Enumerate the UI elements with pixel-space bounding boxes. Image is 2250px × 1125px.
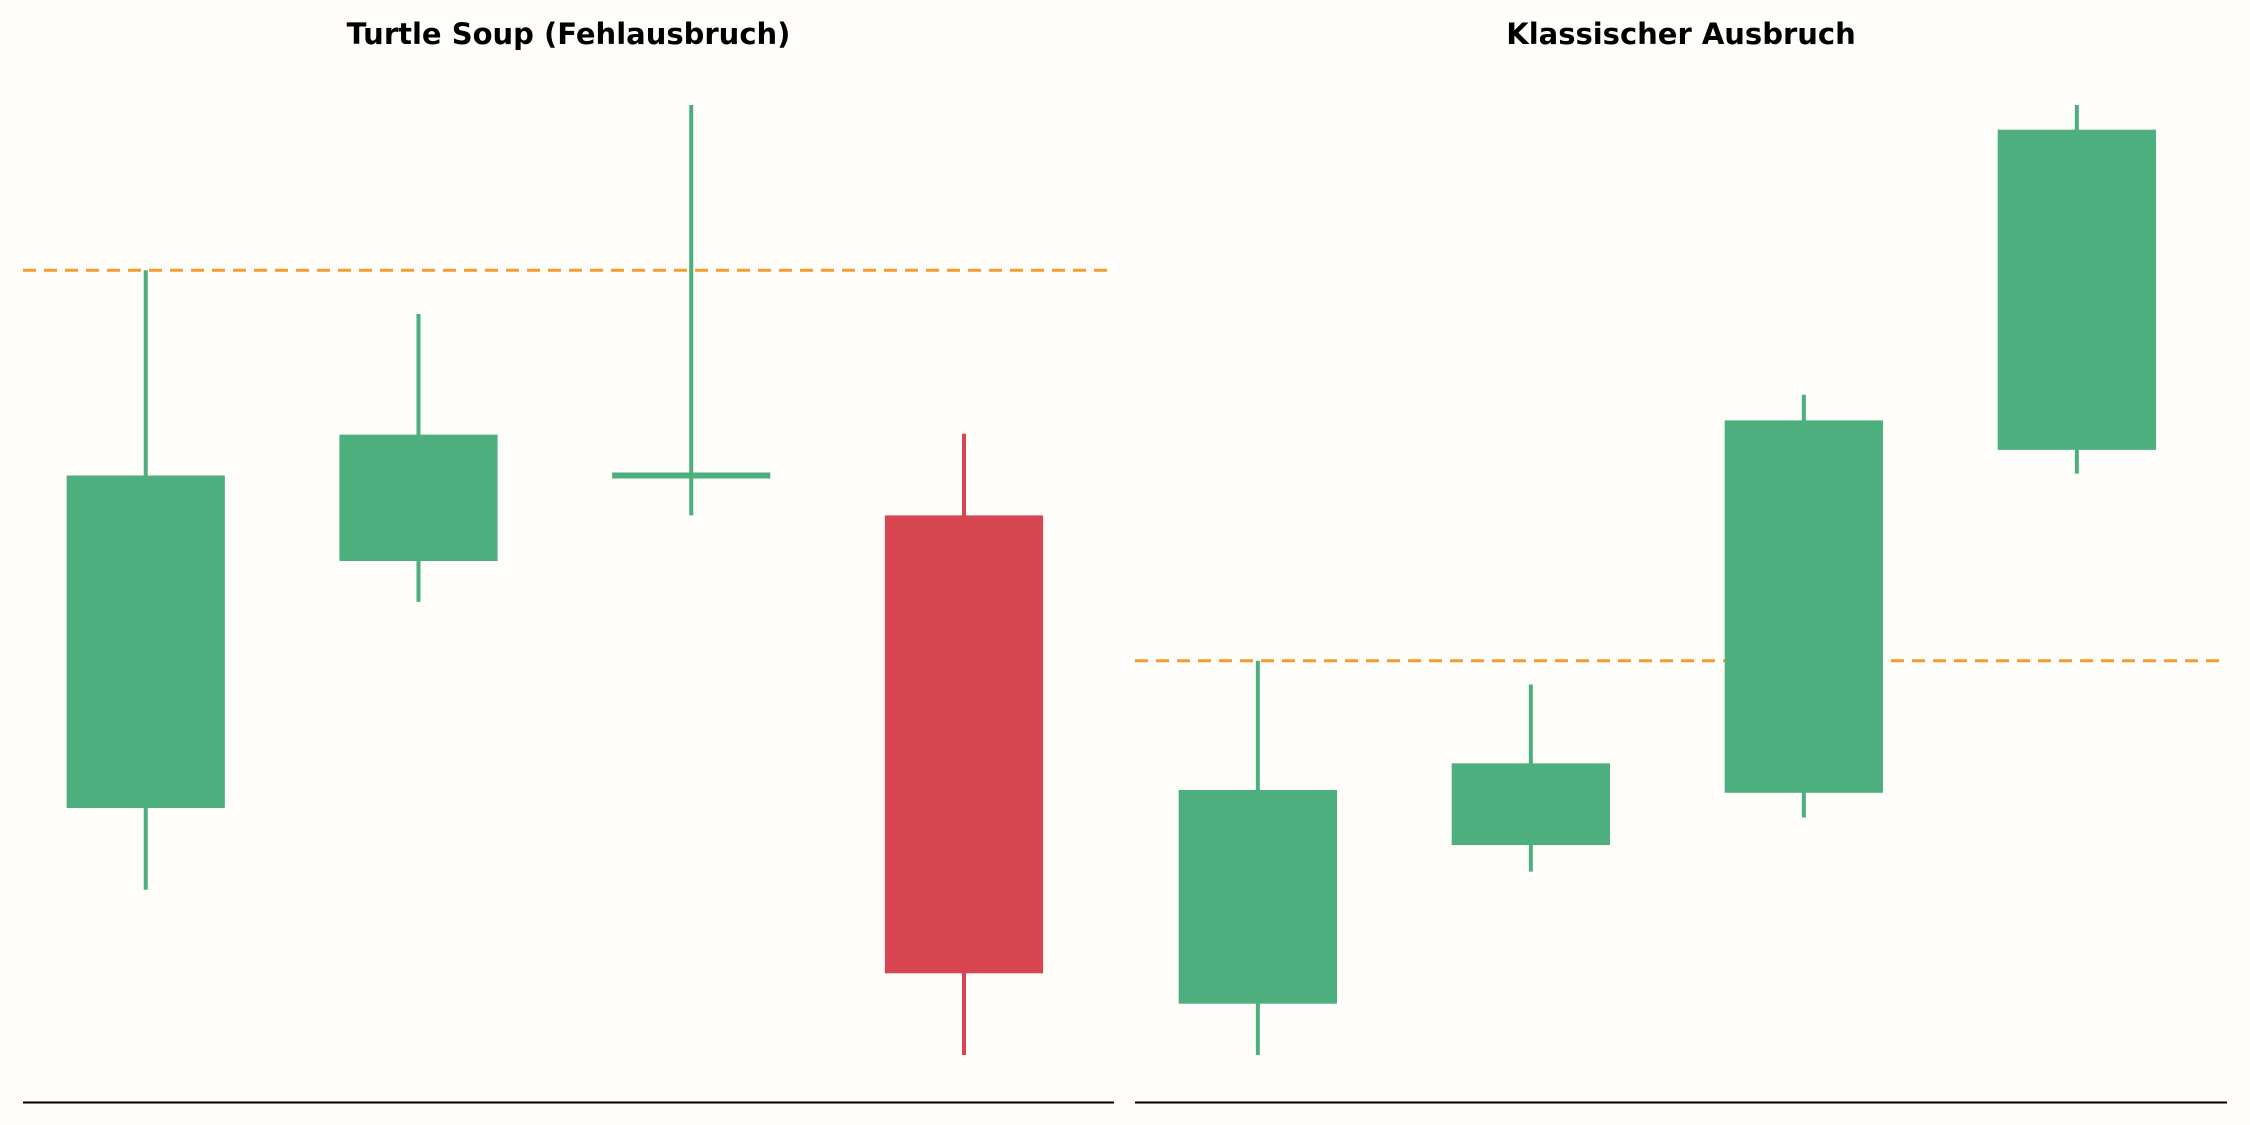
candle-body <box>1997 129 2157 450</box>
candle-body <box>1451 763 1611 846</box>
candle-body <box>1178 789 1338 1004</box>
chart-title: Klassischer Ausbruch <box>1506 17 1856 51</box>
candle-body <box>612 472 771 479</box>
candle-body <box>66 475 225 808</box>
candle-body <box>1724 420 1884 793</box>
candle-body <box>884 515 1044 974</box>
chart-title: Turtle Soup (Fehlausbruch) <box>347 17 791 51</box>
candle-body <box>339 434 498 561</box>
